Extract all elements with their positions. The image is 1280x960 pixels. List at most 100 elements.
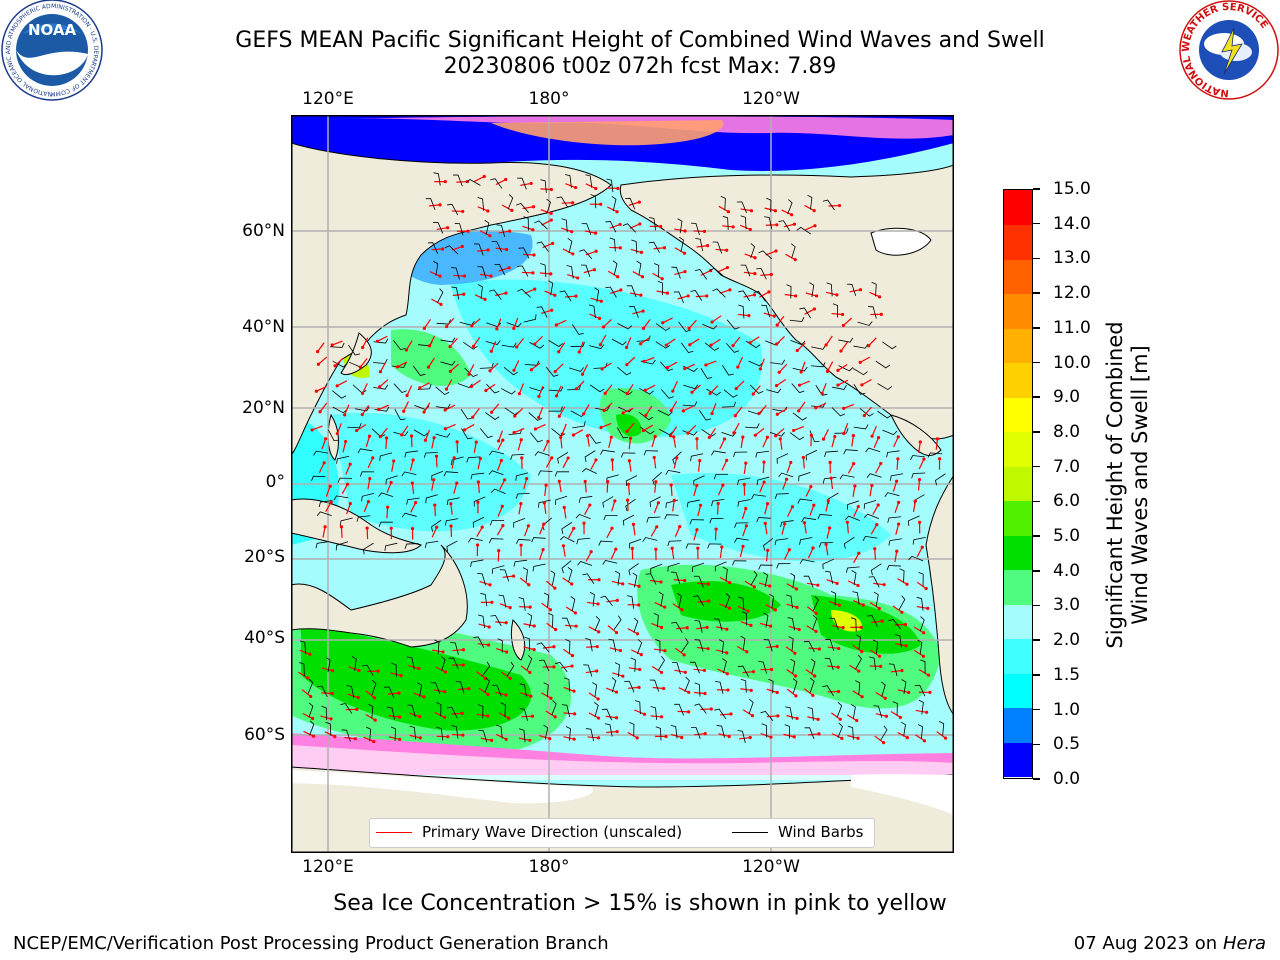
wave-arrow-head — [552, 645, 556, 649]
wave-arrow-head — [355, 428, 359, 433]
wave-arrow-head — [595, 644, 599, 649]
wave-arrow — [610, 289, 622, 294]
wave-arrow — [873, 582, 885, 586]
wind-barb — [655, 341, 671, 349]
wind-barb — [939, 721, 945, 736]
wave-arrow — [363, 736, 375, 743]
wind-barb — [694, 269, 708, 280]
wind-barb — [299, 662, 305, 677]
wave-arrow-head — [814, 406, 818, 410]
wave-arrow — [542, 441, 549, 452]
colorbar-tick-label: 2.0 — [1053, 630, 1081, 651]
wind-barb — [888, 538, 902, 546]
low-wave-region — [331, 413, 531, 532]
wind-barb — [555, 661, 568, 673]
wave-arrow-head — [922, 631, 926, 635]
wind-barb — [464, 367, 478, 378]
wave-arrow — [471, 318, 481, 327]
wind-barb — [537, 499, 551, 508]
wave-arrow-head — [609, 435, 613, 439]
wave-arrow-head — [510, 208, 514, 212]
wave-arrow-head — [615, 598, 619, 602]
wave-arrow — [645, 384, 656, 391]
wind-barb — [776, 563, 791, 569]
wave-arrow-head — [862, 413, 866, 418]
wave-arrow-head — [637, 685, 641, 689]
wind-barb — [760, 710, 774, 721]
wind-barb — [763, 639, 773, 652]
wind-barb — [686, 499, 700, 508]
wave-arrow — [534, 335, 543, 345]
wave-arrow — [806, 606, 817, 614]
wind-barb — [671, 621, 683, 633]
wind-barb — [738, 304, 745, 319]
wind-barb — [519, 708, 528, 721]
wind-barb — [822, 685, 834, 697]
wave-arrow — [786, 603, 798, 608]
wave-arrow-head — [873, 547, 877, 551]
wind-barb — [667, 540, 682, 547]
wave-arrow — [786, 669, 796, 677]
wave-arrow-head — [443, 670, 448, 674]
wind-barb — [519, 728, 526, 743]
wave-arrow-head — [324, 437, 328, 441]
wave-arrow-head — [353, 737, 357, 741]
wind-barb — [855, 654, 862, 670]
wave-arrow-head — [669, 409, 673, 413]
wind-barb — [379, 452, 393, 461]
wave-arrow — [776, 335, 785, 345]
wind-barb — [736, 201, 747, 214]
wave-arrow — [546, 622, 556, 630]
wave-arrow-head — [828, 526, 832, 530]
wind-barb — [764, 216, 773, 230]
wind-barb — [725, 593, 731, 609]
colorbar-segment — [1004, 673, 1032, 709]
wind-barb — [674, 703, 685, 716]
wave-arrow — [779, 438, 783, 450]
wind-barb — [454, 222, 464, 236]
wave-arrow-head — [747, 314, 751, 318]
wind-barb — [888, 619, 901, 630]
wave-arrow-head — [438, 203, 442, 207]
wind-barb — [642, 537, 658, 542]
wave-arrow-head — [758, 367, 762, 371]
wind-barb — [694, 619, 703, 633]
colorbar-segment — [1004, 466, 1032, 502]
wind-barb — [523, 216, 529, 231]
wind-barb — [737, 730, 746, 743]
wave-arrow — [318, 462, 325, 474]
wave-arrow-head — [663, 649, 667, 653]
wave-arrow — [601, 362, 612, 370]
colorbar-segment — [1004, 742, 1032, 778]
wind-barb — [455, 681, 465, 694]
wave-arrow-head — [329, 500, 333, 504]
colorbar-tick-label: 13.0 — [1053, 248, 1091, 269]
wave-arrow-head — [360, 391, 365, 395]
wind-barb — [357, 448, 373, 454]
wind-barb — [316, 685, 328, 698]
wind-barb — [721, 401, 736, 408]
wind-barb — [478, 704, 484, 719]
wave-arrow — [499, 479, 506, 491]
wave-arrow — [674, 526, 681, 537]
wave-arrow-head — [404, 348, 409, 352]
wave-arrow — [717, 668, 728, 675]
wind-barb — [801, 517, 817, 523]
wind-barb — [614, 662, 620, 677]
wind-barb — [561, 560, 572, 574]
wave-arrow-head — [814, 629, 818, 633]
wave-arrow — [710, 338, 721, 346]
branch-credit: NCEP/EMC/Verification Post Processing Pr… — [13, 933, 609, 954]
wave-arrow — [799, 380, 810, 386]
wave-arrow — [627, 484, 631, 496]
wind-barb — [565, 639, 571, 654]
wind-barb — [737, 499, 751, 507]
wave-arrow — [697, 505, 702, 517]
wave-arrow — [806, 625, 817, 632]
wave-arrow — [541, 602, 551, 611]
colorbar-tick-label: 5.0 — [1053, 526, 1081, 547]
wave-arrow — [653, 648, 666, 652]
wind-barb — [886, 565, 901, 571]
wave-arrow-head — [529, 181, 533, 186]
wave-arrow-head — [486, 248, 490, 252]
